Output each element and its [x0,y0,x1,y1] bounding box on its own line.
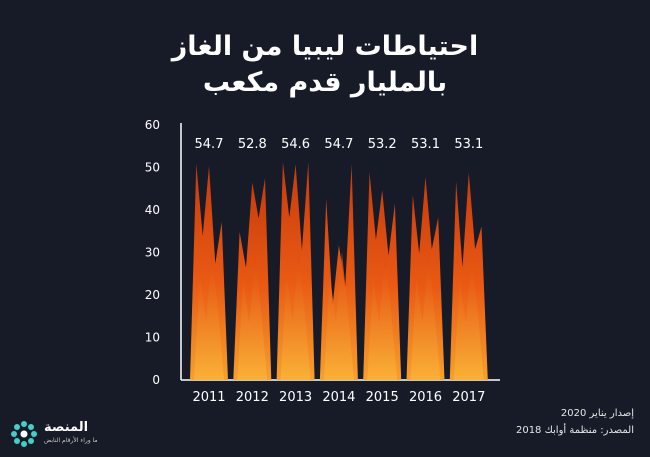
y-tick-label: 60 [145,118,160,132]
data-label: 54.7 [195,137,224,152]
y-tick-label: 0 [152,373,160,387]
data-label: 53.1 [411,137,440,152]
y-tick-label: 30 [145,246,160,260]
data-label: 52.8 [238,137,267,152]
logo-tagline: ما وراء الأرقام النابض [44,437,98,444]
chart-title-line1: احتياطات ليبيا من الغاز [171,31,479,62]
flame-inner-2011 [194,252,224,380]
x-tick-label: 2016 [409,390,442,405]
y-tick-label: 40 [145,203,160,217]
flame-inner-2013 [280,252,311,380]
chart-title-line2: بالمليار قدم مكعب [202,67,448,98]
flame-inner-2016 [410,255,441,380]
logo: المنصة ما وراء الأرقام النابض [10,418,110,448]
flame-inner-2014 [323,252,354,380]
data-label: 53.1 [454,137,483,152]
flame-inner-2015 [367,255,398,380]
source-note: المصدر: منظمة أوابك 2018 [515,425,634,436]
flame-inner-2012 [237,256,268,380]
x-tick-label: 2012 [236,390,269,405]
x-tick-label: 2014 [322,390,355,405]
data-label: 54.7 [324,137,353,152]
y-tick-label: 20 [145,288,160,302]
x-tick-label: 2013 [279,390,312,405]
y-tick-label: 50 [145,161,160,175]
flame-inner-2017 [453,255,484,380]
y-tick-label: 10 [145,331,160,345]
logo-flower-icon [11,421,37,447]
logo-name: المنصة [44,420,89,435]
x-tick-label: 2017 [452,390,485,405]
release-date: إصدار يناير 2020 [560,408,634,419]
x-tick-label: 2011 [192,390,225,405]
data-label: 53.2 [368,137,397,152]
x-tick-label: 2015 [366,390,399,405]
data-label: 54.6 [281,137,310,152]
